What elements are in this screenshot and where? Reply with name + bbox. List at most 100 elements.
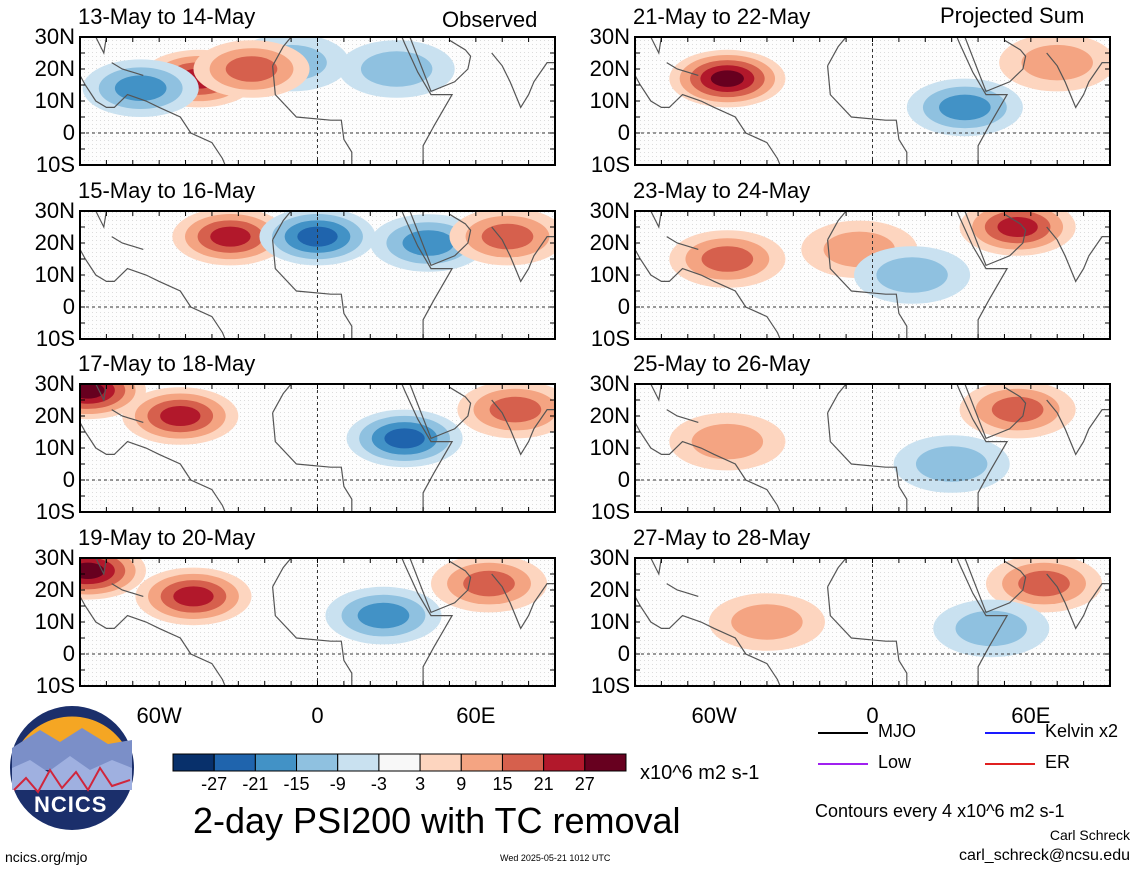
coastline xyxy=(272,384,292,414)
colorbar-tick-label: -27 xyxy=(201,774,228,794)
coastline xyxy=(343,211,454,339)
lat-tick-label: 10S xyxy=(35,326,75,351)
anomaly-blob xyxy=(955,610,1027,647)
coastline xyxy=(827,211,847,241)
lon-tick-label: 60W xyxy=(136,703,182,728)
lat-tick-label: 20N xyxy=(589,56,630,81)
lat-tick-label: 10S xyxy=(590,152,630,177)
coastline xyxy=(1046,226,1110,283)
anomaly-blob xyxy=(225,56,278,82)
anomaly-blob xyxy=(710,70,744,87)
coastline xyxy=(80,422,226,512)
lat-tick-label: 0 xyxy=(62,294,75,319)
anomaly-blob xyxy=(701,246,754,272)
projected-tag: Projected Sum xyxy=(940,3,1085,28)
anomaly-blob xyxy=(939,94,991,121)
coastline xyxy=(80,558,107,576)
coastline xyxy=(80,211,107,229)
legend-label-low: Low xyxy=(878,752,912,772)
panel-period: 13-May to 14-May xyxy=(78,4,256,29)
lat-tick-label: 30N xyxy=(589,545,630,570)
lon-tick-label: 60W xyxy=(691,703,737,728)
lat-tick-label: 30N xyxy=(589,371,630,396)
coastline xyxy=(956,558,1027,614)
coastline xyxy=(272,37,292,67)
coastline xyxy=(827,384,847,414)
panel-period: 25-May to 26-May xyxy=(633,351,811,376)
lat-tick-label: 10N xyxy=(34,435,75,460)
coastline xyxy=(272,65,353,165)
anomaly-blob xyxy=(691,423,764,460)
coastline xyxy=(401,558,472,614)
lat-tick-label: 10N xyxy=(589,609,630,634)
lat-tick-label: 30N xyxy=(34,198,75,223)
lat-tick-label: 10N xyxy=(34,88,75,113)
coastline xyxy=(272,211,292,241)
anomaly-blob xyxy=(876,257,948,293)
anomaly-blob xyxy=(463,570,515,597)
anomaly-blob xyxy=(1018,570,1070,597)
colorbar-swatch xyxy=(378,753,421,772)
anomaly-blob xyxy=(384,428,425,449)
coastline xyxy=(635,558,662,576)
panel-period: 21-May to 22-May xyxy=(633,4,811,29)
lon-tick-label: 60E xyxy=(1011,703,1051,728)
ncics-logo xyxy=(10,706,134,830)
colorbar-tick-label: -3 xyxy=(370,774,387,794)
coastline xyxy=(491,52,555,109)
coastline xyxy=(401,211,472,267)
coastline xyxy=(635,384,662,402)
coastline xyxy=(666,62,699,76)
units-label: x10^6 m2 s-1 xyxy=(640,762,760,784)
coastline xyxy=(827,37,847,67)
colorbar-swatch xyxy=(501,753,545,772)
coastline xyxy=(111,62,144,76)
map-panel xyxy=(79,383,556,513)
observed-tag: Observed xyxy=(442,7,538,32)
colorbar-swatch xyxy=(419,753,462,772)
lat-tick-label: 30N xyxy=(34,24,75,49)
map-panel xyxy=(634,210,1111,340)
coastline xyxy=(80,37,107,55)
coastline xyxy=(80,596,226,686)
lat-tick-label: 20N xyxy=(589,577,630,602)
coastline xyxy=(401,384,472,440)
colorbar xyxy=(172,753,627,772)
coastline xyxy=(401,37,472,93)
colorbar-tick-label: -21 xyxy=(242,774,269,794)
lat-tick-label: 30N xyxy=(34,545,75,570)
anomaly-blob xyxy=(114,75,167,101)
panel-period: 27-May to 28-May xyxy=(633,525,811,550)
coastline xyxy=(1046,399,1110,456)
lon-tick-label: 0 xyxy=(866,703,879,728)
figure-title: 2-day PSI200 with TC removal xyxy=(193,800,681,841)
coastline xyxy=(272,586,353,686)
coastline xyxy=(898,384,1009,512)
coastline xyxy=(666,583,699,597)
lat-tick-label: 10S xyxy=(590,673,630,698)
source-url: ncics.org/mjo xyxy=(5,849,88,865)
colorbar-swatch xyxy=(337,753,380,772)
anomaly-blob xyxy=(80,562,105,580)
lat-tick-label: 10S xyxy=(590,326,630,351)
coastline xyxy=(491,573,555,630)
lat-tick-label: 10N xyxy=(34,609,75,634)
coastline xyxy=(827,65,908,165)
lat-tick-label: 10N xyxy=(589,262,630,287)
coastline xyxy=(635,37,662,55)
anomaly-blob xyxy=(731,604,803,640)
lat-tick-label: 30N xyxy=(589,24,630,49)
author-name: Carl Schreck xyxy=(1049,827,1130,843)
lat-tick-label: 0 xyxy=(617,294,630,319)
lat-tick-label: 30N xyxy=(34,371,75,396)
panel-period: 15-May to 16-May xyxy=(78,178,256,203)
anomaly-blob xyxy=(357,602,410,629)
coastline xyxy=(80,249,226,339)
anomaly-blob xyxy=(915,446,988,482)
colorbar-swatch xyxy=(213,753,256,772)
coastline xyxy=(635,596,781,686)
coastline xyxy=(491,399,555,456)
coastline xyxy=(666,409,699,423)
coastline xyxy=(666,236,699,250)
